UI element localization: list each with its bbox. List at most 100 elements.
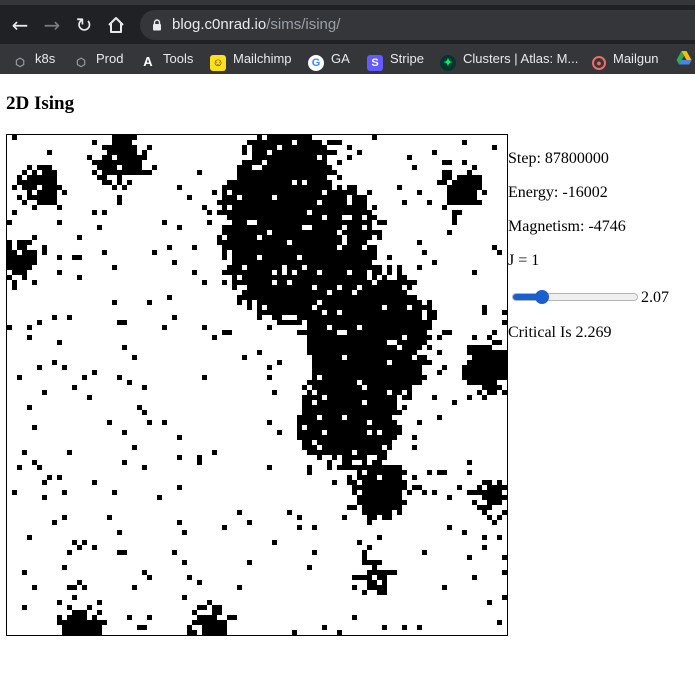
spin-down-run — [367, 400, 397, 405]
spin-down-run — [492, 330, 497, 335]
spin-down-run — [142, 150, 147, 155]
spin-down-run — [17, 180, 57, 185]
spin-down-run — [272, 540, 277, 545]
bookmark-prod[interactable]: ⬡ Prod — [73, 49, 123, 69]
spin-down-run — [312, 375, 317, 380]
spin-down-run — [32, 460, 37, 465]
spin-down-run — [292, 240, 342, 245]
spin-down-run — [102, 250, 107, 255]
spin-down-run — [412, 445, 417, 450]
spin-down-run — [277, 320, 302, 325]
spin-down-run — [172, 550, 177, 555]
address-bar[interactable]: blog.c0nrad.io/sims/ising/ — [140, 10, 695, 40]
google-drive-icon[interactable] — [676, 49, 692, 69]
spin-down-run — [432, 260, 437, 265]
spin-down-run — [257, 305, 262, 310]
spin-down-run — [192, 270, 197, 275]
spin-down-run — [132, 355, 137, 360]
spin-down-run — [77, 545, 82, 550]
spin-down-run — [357, 495, 402, 500]
spin-down-run — [247, 285, 312, 290]
spin-down-run — [467, 345, 492, 350]
spin-down-run — [57, 220, 62, 225]
spin-down-run — [62, 190, 67, 195]
spin-down-run — [122, 460, 127, 465]
spin-down-run — [387, 255, 392, 260]
spin-down-run — [267, 465, 272, 470]
spin-down-run — [382, 515, 392, 520]
spin-down-run — [27, 325, 32, 330]
spin-down-run — [447, 190, 477, 195]
spin-down-run — [362, 555, 367, 560]
spin-down-run — [57, 340, 62, 345]
spin-down-run — [17, 195, 22, 200]
spin-down-run — [447, 495, 452, 500]
temperature-slider[interactable] — [512, 293, 638, 301]
spin-down-run — [337, 465, 402, 470]
bookmark-ga[interactable]: G GA — [308, 49, 350, 71]
spin-down-run — [312, 525, 317, 530]
spin-down-run — [87, 155, 92, 160]
spin-down-run — [232, 280, 272, 285]
bookmark-k8s[interactable]: ⬡ k8s — [12, 49, 55, 69]
forward-icon[interactable]: → — [43, 13, 61, 37]
spin-down-run — [112, 135, 137, 140]
spin-down-run — [122, 430, 127, 435]
spin-down-run — [227, 265, 242, 270]
spin-down-run — [277, 360, 282, 365]
spin-down-run — [242, 290, 327, 295]
spin-down-run — [367, 580, 377, 585]
spin-down-run — [382, 430, 402, 435]
spin-down-run — [22, 605, 27, 610]
temperature-slider-thumb[interactable] — [535, 290, 550, 304]
spin-down-run — [232, 205, 367, 210]
spin-down-run — [497, 480, 502, 485]
spin-down-run — [432, 150, 437, 155]
bookmark-atlas[interactable]: ✦ Clusters | Atlas: M... — [440, 49, 578, 71]
coupling-label: J = 1 — [508, 252, 540, 269]
bookmark-mailchimp[interactable]: ☺ Mailchimp — [210, 49, 292, 71]
spin-down-run — [472, 165, 477, 170]
bookmark-tools[interactable]: A Tools — [140, 49, 193, 69]
spin-down-run — [17, 375, 22, 380]
back-icon[interactable]: ← — [11, 13, 29, 37]
spin-down-run — [152, 165, 157, 170]
spin-down-run — [352, 575, 372, 580]
spin-down-run — [77, 275, 82, 280]
spin-down-run — [257, 310, 322, 315]
spin-down-run — [22, 200, 27, 205]
bookmark-mailgun[interactable]: ● Mailgun — [592, 49, 659, 70]
spin-down-run — [417, 240, 422, 245]
spin-down-run — [237, 165, 252, 170]
spin-down-run — [222, 195, 237, 200]
spin-down-run — [362, 325, 432, 330]
reload-icon[interactable]: ↻ — [75, 13, 93, 37]
spin-down-run — [372, 460, 382, 465]
spin-down-run — [277, 280, 287, 285]
bookmark-stripe[interactable]: S Stripe — [367, 49, 424, 71]
spin-down-run — [352, 195, 367, 200]
spin-down-run — [307, 380, 357, 385]
spin-down-run — [377, 280, 417, 285]
spin-down-run — [62, 565, 67, 570]
spin-down-run — [42, 245, 47, 250]
spin-down-run — [487, 485, 507, 490]
spin-down-run — [317, 390, 387, 395]
spin-down-run — [132, 445, 137, 450]
spin-down-run — [362, 380, 422, 385]
spin-down-run — [12, 270, 27, 275]
spin-down-run — [242, 145, 247, 150]
spin-down-run — [222, 270, 272, 275]
spin-down-run — [202, 630, 227, 635]
spin-down-run — [302, 400, 312, 405]
spin-down-run — [177, 225, 182, 230]
spin-down-run — [327, 310, 337, 315]
spin-down-run — [497, 535, 502, 540]
spin-down-run — [362, 590, 367, 595]
spin-down-run — [367, 570, 397, 575]
spin-down-run — [257, 135, 262, 140]
spin-down-run — [372, 275, 377, 280]
spin-down-run — [182, 530, 187, 535]
spin-down-run — [317, 285, 337, 290]
home-icon[interactable] — [104, 13, 128, 37]
